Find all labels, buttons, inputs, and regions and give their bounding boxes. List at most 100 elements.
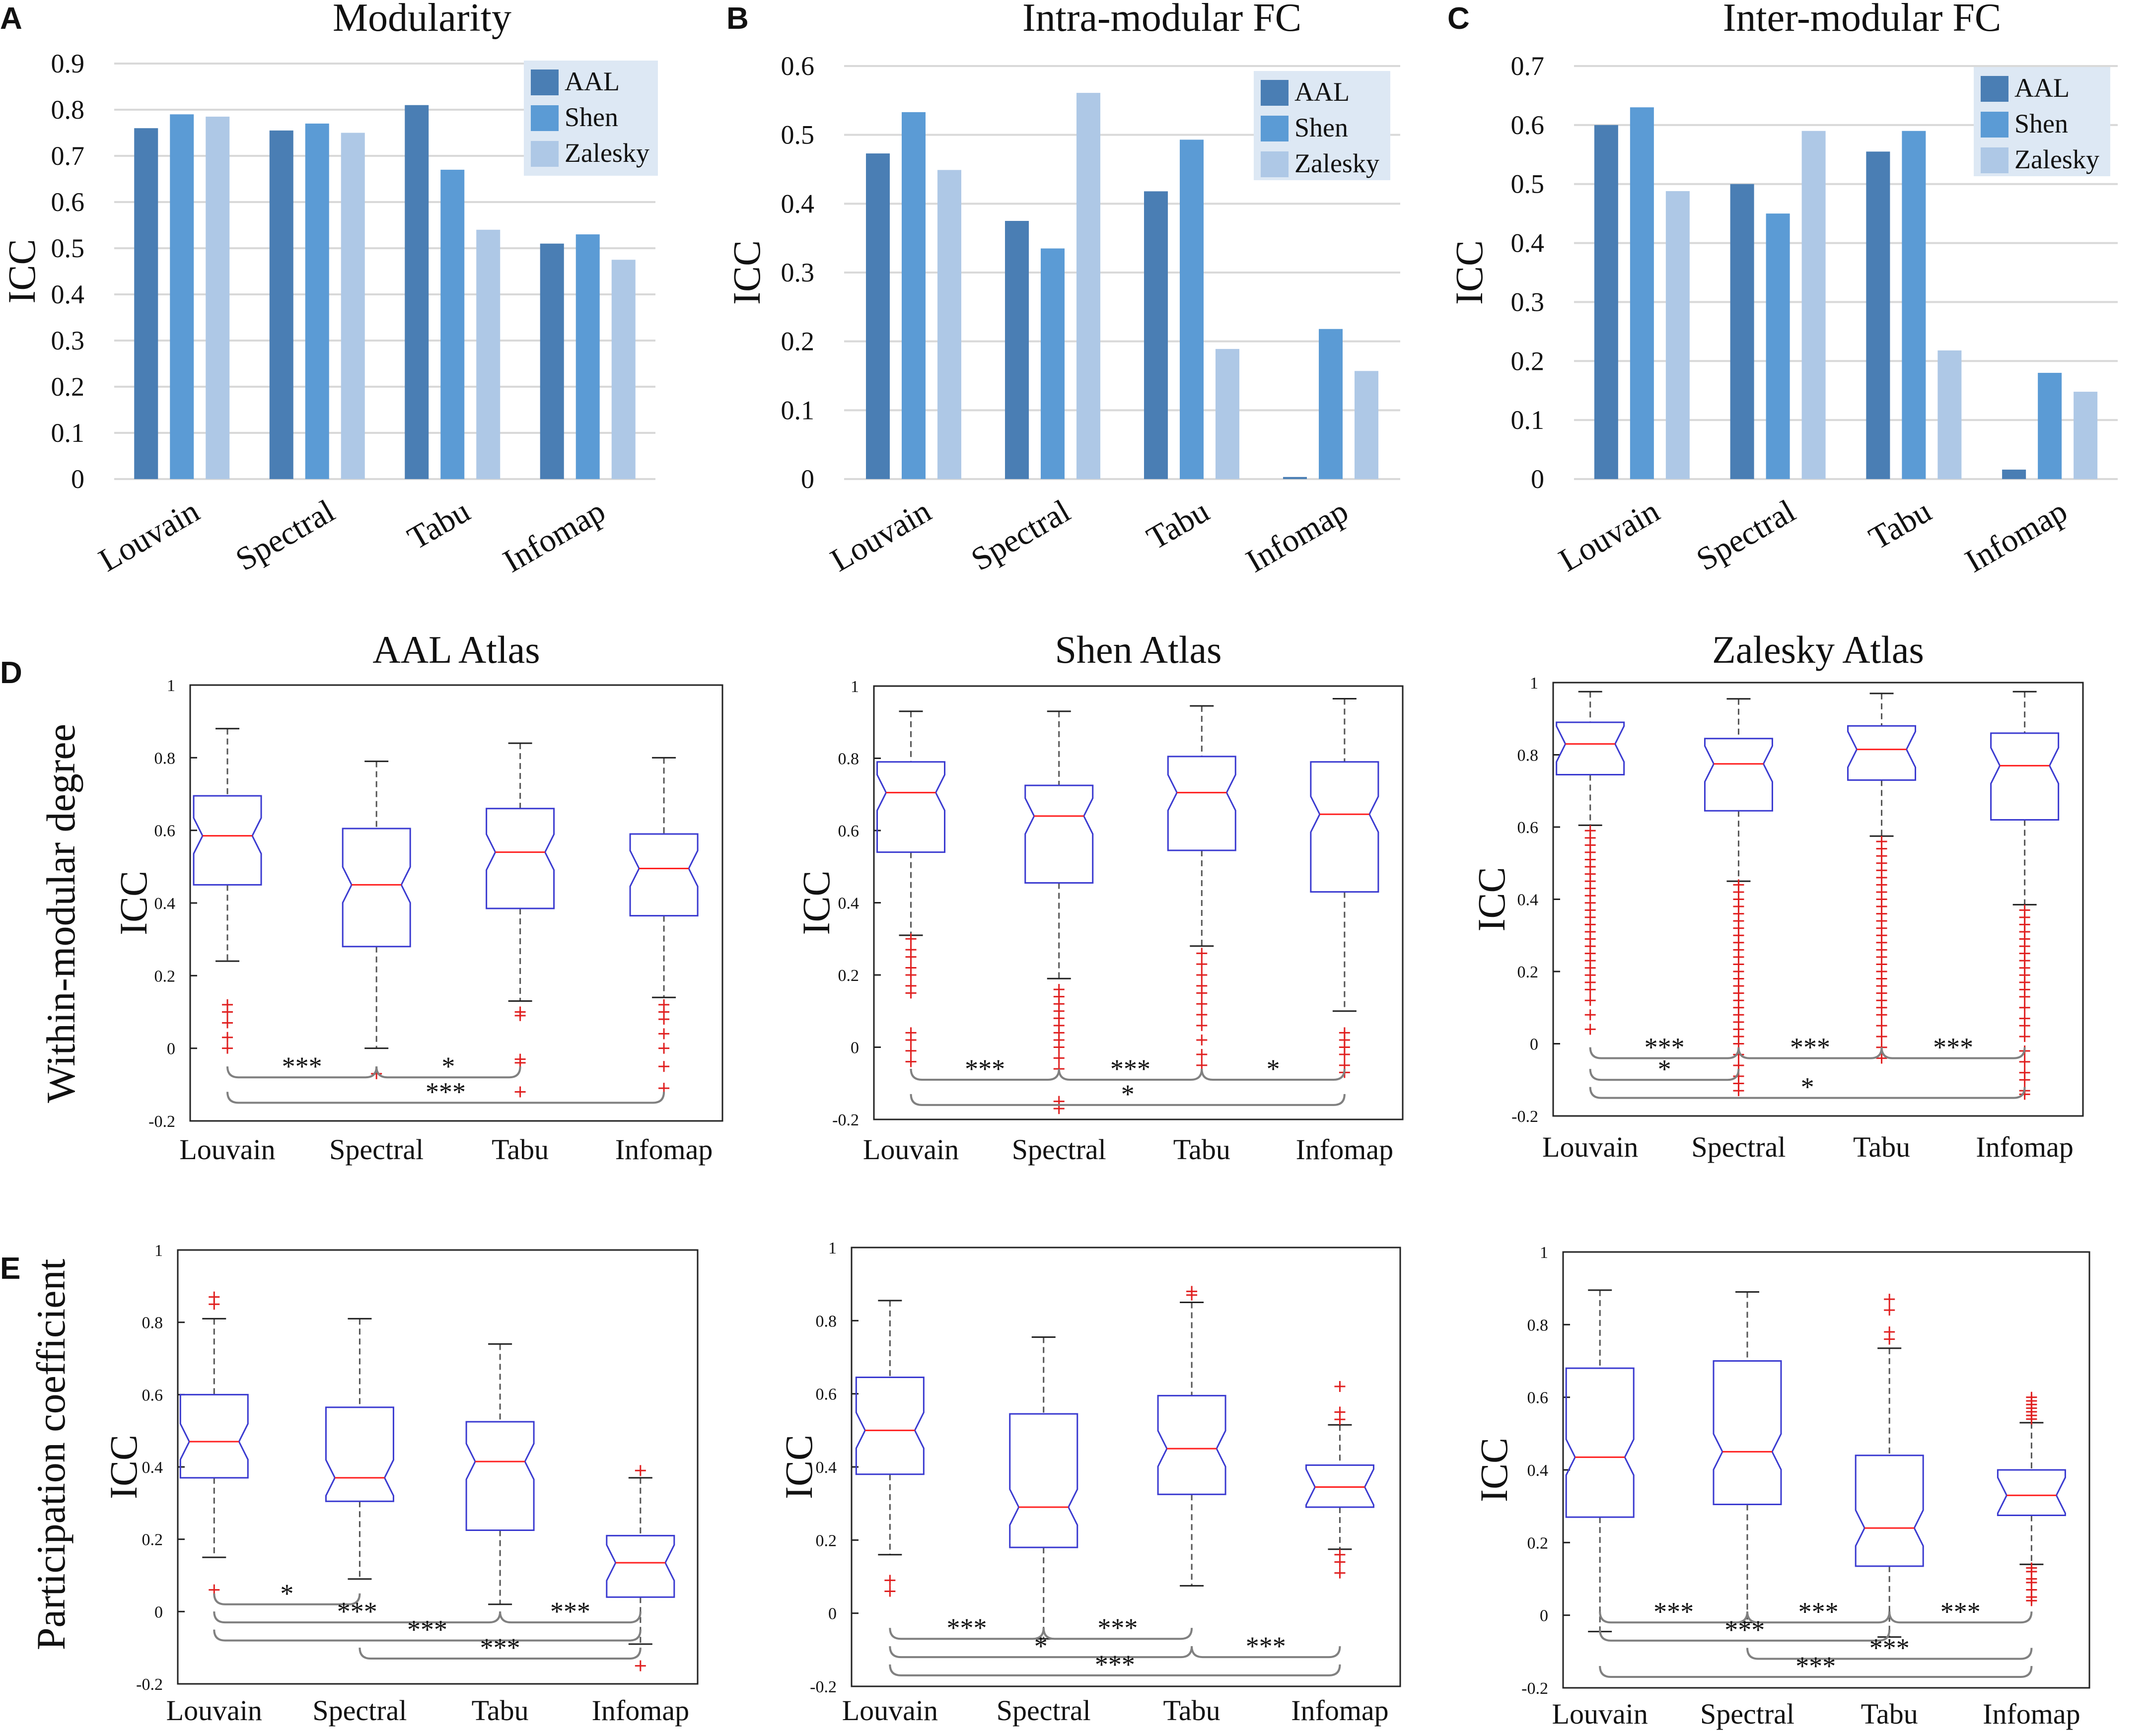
outlier-marker: [2019, 1056, 2030, 1067]
notched-box: [1990, 732, 2060, 821]
box-spectral: [1009, 1336, 1078, 1640]
bracket-line: [889, 1664, 1341, 1676]
bracket-line: [910, 1094, 1346, 1106]
outlier-marker: [1733, 1085, 1744, 1097]
bracket-line: [213, 1629, 642, 1642]
y-tick-label: 0.2: [1511, 346, 1545, 376]
y-tick-label: 0.8: [1527, 1316, 1549, 1334]
panel-letter: C: [1447, 1, 1470, 36]
x-tick-label: Louvain: [1552, 1698, 1648, 1730]
bracket-line: [1191, 1646, 1341, 1659]
box-chart-e1: E -0.2 0 0.2 0.4 0.6 0.8 1 ICC Louvain Spectral Tab…: [0, 1242, 699, 1727]
y-tick-label: 0.6: [1511, 110, 1545, 140]
significance-bracket: ***: [1599, 1597, 1748, 1626]
bar-aal-infomap: [1283, 477, 1307, 479]
panel-letter: E: [0, 1251, 20, 1286]
x-tick-label: Tabu: [492, 1133, 549, 1166]
y-tick-label: 0.4: [1511, 228, 1545, 258]
chart-title: Zalesky Atlas: [1712, 628, 1924, 671]
y-tick-label: 0.3: [781, 258, 815, 287]
x-tick-label: Infomap: [592, 1694, 690, 1727]
box-louvain: [855, 1300, 925, 1597]
y-axis-label: ICC: [1470, 867, 1513, 931]
bar-aal-tabu: [1144, 191, 1168, 480]
x-tick-label: Spectral: [965, 493, 1076, 578]
notched-box: [629, 833, 699, 917]
significance-label: ***: [337, 1597, 377, 1626]
chart-title: Shen Atlas: [1055, 628, 1222, 671]
bracket-line: [1058, 1068, 1203, 1081]
y-tick-label: 0.4: [51, 279, 85, 309]
x-tick-label: Tabu: [1163, 1694, 1220, 1727]
plot-frame: [189, 684, 723, 1122]
bar-zalesky-louvain: [1665, 191, 1690, 479]
y-tick-label: 0.6: [816, 1386, 837, 1404]
bracket-line: [1589, 1087, 2026, 1099]
box-spectral: [1713, 1291, 1782, 1623]
bracket-line: [499, 1611, 642, 1624]
outlier-marker: [1876, 1031, 1887, 1042]
bracket-line: [1589, 1069, 1740, 1081]
bar-zalesky-louvain: [206, 116, 230, 479]
y-axis-label: ICC: [1447, 240, 1491, 305]
y-tick-label: 0.5: [781, 120, 815, 150]
bar-shen-tabu: [1180, 139, 1204, 480]
box-tabu: [1157, 1286, 1226, 1587]
y-tick-label: 0: [851, 1039, 859, 1057]
panel-letter: D: [0, 656, 22, 690]
bar-shen-louvain: [1630, 107, 1654, 479]
bar-shen-infomap: [2038, 373, 2062, 479]
bar-zalesky-spectral: [1076, 93, 1100, 479]
outlier-marker: [2026, 1595, 2037, 1606]
significance-label: ***: [1097, 1613, 1138, 1643]
box-tabu: [1167, 705, 1236, 1071]
significance-bracket: ***: [910, 1054, 1060, 1084]
significance-bracket: *: [1589, 1054, 1740, 1084]
significance-label: *: [1801, 1072, 1814, 1102]
outlier-marker: [1196, 998, 1208, 1010]
notched-box: [486, 808, 555, 909]
bar-aal-infomap: [540, 243, 564, 479]
y-tick-label: -0.2: [810, 1678, 837, 1696]
significance-label: ***: [1246, 1631, 1286, 1661]
bar-zalesky-infomap: [2074, 392, 2098, 479]
notched-box: [193, 795, 262, 886]
x-tick-label: Spectral: [229, 493, 341, 578]
outlier-marker: [1196, 970, 1208, 980]
legend-swatch: [1261, 116, 1289, 141]
bar-shen-spectral: [305, 123, 329, 479]
outlier-marker: [1884, 1305, 1895, 1316]
outlier-marker: [1339, 1049, 1350, 1060]
bracket-line: [213, 1593, 361, 1605]
significance-bracket: ***: [213, 1597, 501, 1626]
bar-zalesky-spectral: [341, 133, 365, 479]
y-tick-label: 1: [1530, 674, 1538, 693]
bar-aal-louvain: [134, 128, 158, 479]
legend-label: AAL: [1294, 77, 1350, 107]
significance-label: *: [280, 1579, 293, 1608]
y-tick-label: 0.8: [1517, 747, 1539, 765]
y-tick-label: 0: [1540, 1607, 1548, 1625]
y-tick-label: 1: [154, 1242, 163, 1260]
bar-shen-tabu: [440, 169, 465, 479]
bracket-line: [1589, 1047, 1740, 1059]
y-tick-label: 0.5: [51, 233, 85, 263]
significance-label: ***: [407, 1615, 447, 1645]
y-tick-label: 0.8: [838, 750, 860, 768]
significance-label: ***: [1933, 1033, 1973, 1062]
outlier-marker: [658, 1014, 670, 1025]
y-tick-label: -0.2: [1511, 1108, 1538, 1126]
significance-label: ***: [1795, 1651, 1836, 1681]
bracket-line: [910, 1068, 1060, 1081]
bar-shen-louvain: [902, 112, 926, 479]
bracket-line: [1599, 1629, 1891, 1642]
outlier-marker: [658, 1028, 670, 1040]
outlier-marker: [905, 1056, 917, 1067]
box-tabu: [486, 742, 555, 1098]
y-tick-label: 0.9: [51, 49, 85, 78]
outlier-marker: [1584, 984, 1596, 995]
outlier-marker: [222, 1017, 233, 1029]
outlier-marker: [1876, 1009, 1887, 1021]
y-tick-label: 0.4: [781, 189, 815, 218]
y-tick-label: 0.2: [51, 372, 85, 402]
